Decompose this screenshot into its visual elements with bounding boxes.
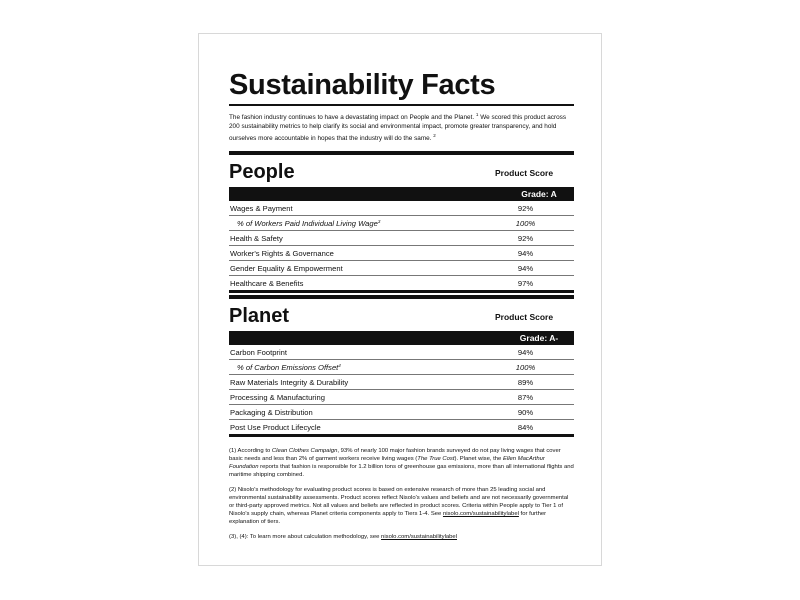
label-text: Worker's Rights & Governance [230, 249, 334, 258]
grade-bar: Grade: A [229, 187, 574, 201]
row-score: 94% [517, 264, 534, 273]
row-label: Healthcare & Benefits [230, 279, 303, 288]
row-score: 94% [517, 348, 534, 357]
link[interactable]: nisolo.com/sustainabilitylabel [442, 511, 519, 517]
title: Sustainability Facts [229, 69, 496, 101]
footnote-ref: 4 [338, 363, 341, 368]
label-card: Sustainability Facts The fashion industr… [198, 33, 602, 566]
row-score: 87% [517, 393, 534, 402]
label-text: % of Workers Paid Individual Living Wage [237, 219, 378, 228]
text: , 93% of nearly 100 major fashion brands… [229, 448, 561, 462]
grade-bar: Grade: A- [229, 331, 574, 345]
grade: Grade: A- [519, 333, 559, 343]
score-row: % of Workers Paid Individual Living Wage… [229, 216, 574, 231]
footnote-ref: 3 [377, 219, 381, 224]
score-label: Product Score [495, 168, 554, 178]
row-score: 97% [517, 279, 534, 288]
row-score: 94% [517, 249, 534, 258]
text: (3), (4): To learn more about calculatio… [229, 534, 382, 540]
score-row: Carbon Footprint 94% [229, 345, 574, 360]
label-text: Raw Materials Integrity & Durability [230, 378, 349, 387]
footnotes: (1) According to Clean Clothes Campaign,… [229, 447, 574, 541]
row-label: Carbon Footprint [230, 348, 287, 357]
score-row: Gender Equality & Empowerment 94% [229, 261, 574, 276]
label-text: Wages & Payment [230, 204, 293, 213]
intro: The fashion industry continues to have a… [229, 106, 574, 151]
label-text: Health & Safety [230, 234, 283, 243]
score-row: Packaging & Distribution 90% [229, 405, 574, 420]
emphasis: Ellen MacArthur Foundation [229, 456, 545, 470]
score-row: Health & Safety 92% [229, 231, 574, 246]
footnote-ref: 2 [433, 133, 436, 138]
row-score: 100% [515, 219, 536, 228]
score-row: Post Use Product Lifecycle 84% [229, 420, 574, 437]
row-score: 100% [515, 363, 536, 372]
text: (2) Nisolo's methodology for evaluating … [229, 487, 569, 517]
row-label: Wages & Payment [230, 204, 293, 213]
row-label: Processing & Manufacturing [230, 393, 325, 402]
row-score: 84% [517, 423, 534, 432]
rule [229, 104, 574, 106]
row-score: 89% [517, 378, 534, 387]
score-row: Healthcare & Benefits 97% [229, 276, 574, 293]
row-label: % of Workers Paid Individual Living Wage… [237, 219, 380, 228]
row-label: Post Use Product Lifecycle [230, 423, 321, 432]
row-score: 92% [517, 234, 534, 243]
link[interactable]: nisolo.com/sustainabilitylabel [381, 534, 458, 540]
row-label: Raw Materials Integrity & Durability [230, 378, 348, 387]
emphasis: The True Cost [417, 456, 455, 462]
row-label: Packaging & Distribution [230, 408, 313, 417]
score-row: Raw Materials Integrity & Durability 89% [229, 375, 574, 390]
row-score: 90% [517, 408, 534, 417]
label-text: % of Carbon Emissions Offset [237, 363, 339, 372]
text: for further explanation of tiers. [229, 511, 547, 525]
label-text: Packaging & Distribution [230, 408, 313, 417]
section-header: Planet Product Score [229, 299, 574, 331]
text: reports that fashion is responsible for … [229, 464, 574, 478]
row-label: Health & Safety [230, 234, 283, 243]
row-label: % of Carbon Emissions Offset4 [237, 363, 341, 372]
score-row: Worker's Rights & Governance 94% [229, 246, 574, 261]
section-heading: People [229, 161, 295, 183]
row-label: Worker's Rights & Governance [230, 249, 334, 258]
footnote: (1) According to Clean Clothes Campaign,… [229, 447, 574, 479]
grade: Grade: A [521, 189, 557, 199]
score-row: Wages & Payment 92% [229, 201, 574, 216]
label-content: Sustainability Facts The fashion industr… [229, 68, 574, 541]
score-label: Product Score [495, 312, 554, 322]
footnote: (3), (4): To learn more about calculatio… [229, 533, 574, 541]
text: The fashion industry continues to have a… [229, 114, 476, 121]
section-heading: Planet [229, 305, 290, 327]
label-text: Gender Equality & Empowerment [230, 264, 343, 273]
footnote: (2) Nisolo's methodology for evaluating … [229, 486, 574, 526]
label-text: Healthcare & Benefits [230, 279, 304, 288]
text: (1) According to [229, 448, 272, 454]
footnote-ref: 1 [475, 112, 479, 117]
row-label: Gender Equality & Empowerment [230, 264, 343, 273]
score-row: Processing & Manufacturing 87% [229, 390, 574, 405]
rule [229, 151, 574, 155]
text: ). Planet wise, the [454, 456, 503, 462]
label-text: Post Use Product Lifecycle [230, 423, 321, 432]
sections: People Product Score Grade: A Wages & Payme… [229, 151, 574, 437]
rule [229, 295, 574, 299]
label-text: Processing & Manufacturing [230, 393, 325, 402]
section-header: People Product Score [229, 155, 574, 187]
score-row: % of Carbon Emissions Offset4 100% [229, 360, 574, 375]
row-score: 92% [517, 204, 534, 213]
label-text: Carbon Footprint [230, 348, 287, 357]
text: We scored this product across 200 sustai… [229, 114, 567, 142]
emphasis: Clean Clothes Campaign [271, 448, 338, 454]
